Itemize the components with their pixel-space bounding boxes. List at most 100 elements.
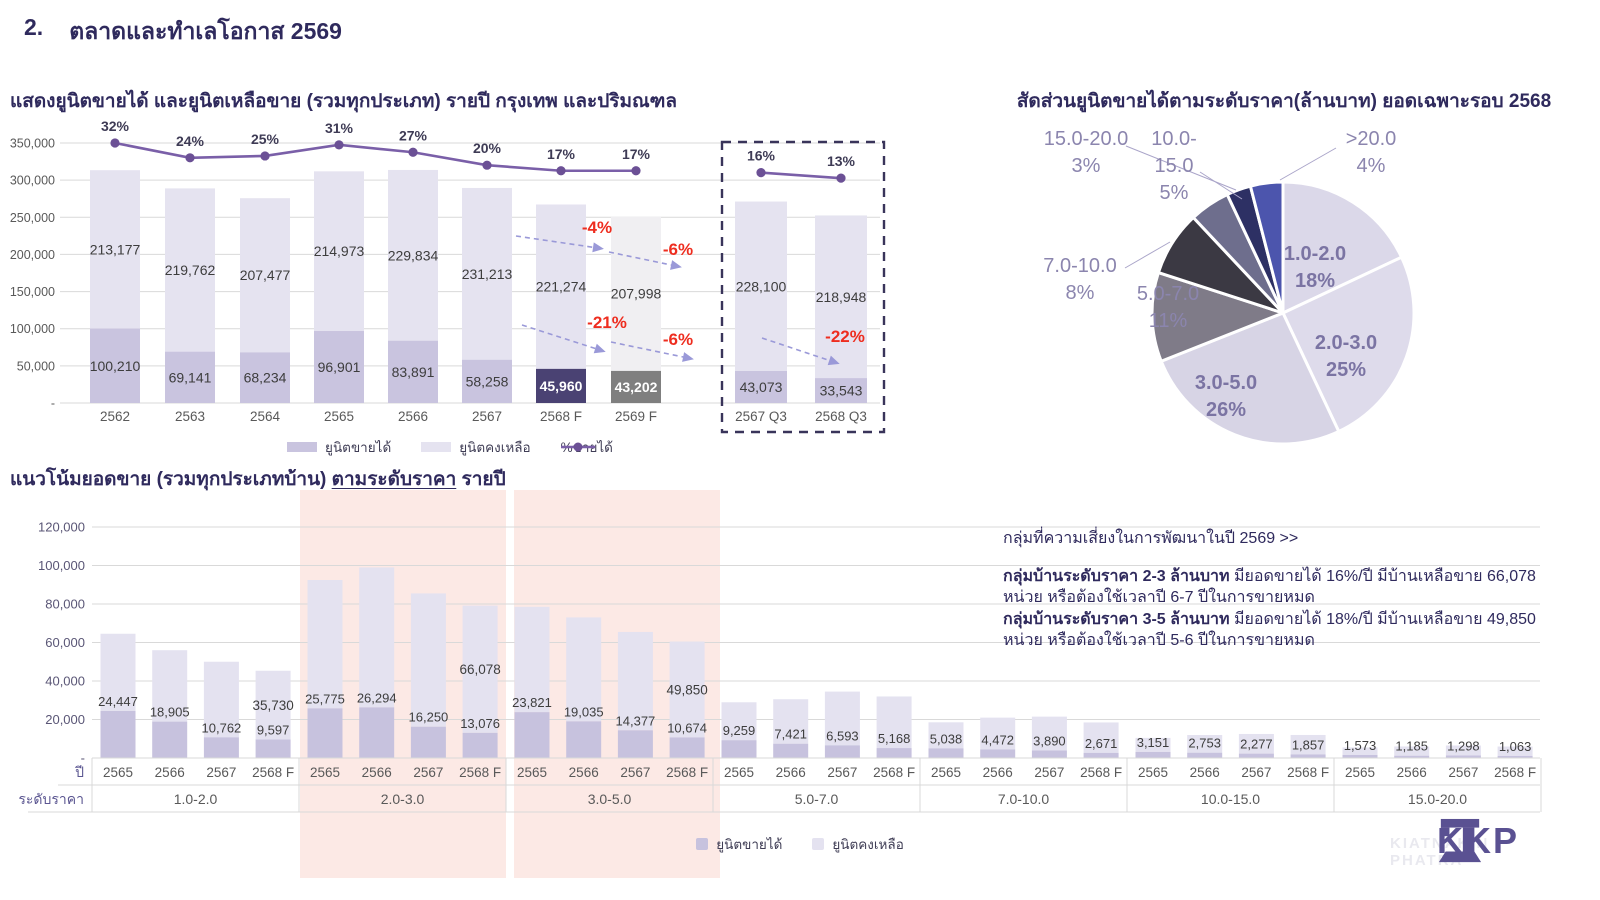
- x-tick-label: 2567 Q3: [735, 409, 787, 424]
- x-tick-year: 2566: [569, 765, 599, 780]
- x-tick-year: 2568 F: [459, 765, 501, 780]
- row-header-year: ปี: [75, 764, 84, 780]
- x-tick-year: 2567: [413, 765, 443, 780]
- bar-remaining-1.0-2.0-2567: [203, 661, 239, 738]
- leader-line: [1279, 147, 1337, 181]
- top-chart-title: แสดงยูนิตขายได้ และยูนิตเหลือขาย (รวมทุก…: [10, 91, 678, 112]
- x-tick-year: 2566: [155, 765, 185, 780]
- bar-sold-5.0-7.0-2565: [721, 740, 757, 758]
- top-chart-legend: ยูนิตขายได้ ยูนิตคงเหลือ %ขายได้: [60, 436, 840, 458]
- value-label-sold: 68,234: [244, 370, 287, 386]
- percent-label: 20%: [473, 140, 502, 156]
- change-annotation: -6%: [663, 330, 693, 349]
- x-tick-year: 2567: [827, 765, 857, 780]
- bar-sold-7.0-10.0-2567: [1031, 750, 1067, 758]
- bar-remaining-10.0-15.0-2568 F: [1290, 734, 1326, 755]
- x-tick-year: 2567: [1448, 765, 1478, 780]
- percent-marker: [110, 138, 120, 148]
- bar-remaining-10.0-15.0-2566: [1187, 734, 1223, 753]
- risk-note-3-5: กลุ่มบ้านระดับราคา 3-5 ล้านบาท มียอดขายไ…: [1003, 609, 1551, 652]
- y-tick-label: 80,000: [45, 597, 85, 612]
- value-label-sold: 2,277: [1240, 737, 1273, 752]
- x-tick-year: 2568 F: [666, 765, 708, 780]
- arrowhead-icon: [593, 343, 606, 354]
- percent-line-icon: [560, 442, 595, 452]
- pie-callout-label: 15.0-20.0: [1044, 128, 1129, 150]
- bar-remaining-15.0-20.0-2567: [1445, 745, 1481, 756]
- value-label-remaining: 207,477: [240, 267, 291, 283]
- legend-label-remaining: ยูนิตคงเหลือ: [459, 440, 531, 455]
- pie-chart-svg: 1.0-2.0 18% 2.0-3.0 25% 3.0-5.0 26% 15.0-20.0 3…: [1043, 128, 1416, 446]
- value-label-remaining: 219,762: [165, 262, 216, 278]
- x-tick-year: 2567: [620, 765, 650, 780]
- value-label-sold: 100,210: [90, 358, 141, 374]
- value-label-sold: 2,671: [1085, 736, 1118, 751]
- bar-sold-5.0-7.0-2568 F: [876, 748, 912, 758]
- top-chart-svg: - 50,000 100,000 150,000 200,000 250,000 300,0…: [10, 118, 886, 434]
- value-label-sold: 19,035: [564, 704, 604, 719]
- value-label-sold: 1,857: [1292, 737, 1325, 752]
- value-label-sold: 18,905: [150, 705, 190, 720]
- value-label-sold: 96,901: [318, 359, 361, 375]
- percent-label: 24%: [176, 133, 205, 149]
- value-label-sold: 5,168: [878, 731, 911, 746]
- percent-line: [114, 141, 636, 173]
- x-tick-price-group: 3.0-5.0: [588, 791, 632, 807]
- bar-sold-5.0-7.0-2567: [824, 745, 860, 758]
- x-tick-year: 2568 F: [1080, 765, 1122, 780]
- x-tick-label: 2564: [250, 409, 281, 424]
- value-label-sold: 24,447: [98, 694, 138, 709]
- x-tick-price-group: 15.0-20.0: [1408, 791, 1467, 807]
- value-label-remaining: 229,834: [388, 247, 439, 263]
- x-tick-year: 2567: [206, 765, 236, 780]
- bar-remaining-2564: [240, 198, 290, 353]
- bar-sold-10.0-15.0-2565: [1135, 751, 1171, 758]
- bar-sold-15.0-20.0-2568 F: [1497, 755, 1533, 758]
- value-label-sold: 33,543: [820, 383, 863, 399]
- bottom-title-post: รายปี: [456, 469, 506, 490]
- value-label-sold: 2,753: [1188, 736, 1221, 751]
- x-tick-year: 2568 F: [1494, 765, 1536, 780]
- value-label-sold: 16,250: [409, 710, 449, 725]
- change-annotation: -4%: [582, 218, 612, 237]
- bar-remaining-2568 Q3: [815, 215, 867, 379]
- percent-label: 16%: [747, 148, 776, 164]
- bottom-chart-title: แนวโน้มยอดขาย (รวมทุกประเภทบ้าน) ตามระดั…: [10, 464, 810, 494]
- bar-remaining-2.0-3.0-2566: [359, 567, 395, 708]
- leader-line: [1125, 145, 1237, 191]
- bar-remaining-5.0-7.0-2565: [721, 702, 757, 741]
- value-label-sold: 7,421: [774, 727, 807, 742]
- sold-swatch-icon: [696, 838, 709, 850]
- percent-label: 27%: [399, 127, 428, 143]
- pie-inside-label: 1.0-2.0: [1284, 243, 1346, 265]
- x-tick-label: 2568 Q3: [815, 409, 867, 424]
- pie-callout-label: 11%: [1149, 310, 1188, 332]
- percent-label: 17%: [547, 146, 576, 162]
- y-tick-label: 40,000: [45, 674, 85, 689]
- value-label-remaining: 218,948: [816, 289, 867, 305]
- annotation-arrow: [521, 324, 601, 351]
- y-tick-label: 120,000: [38, 520, 85, 535]
- x-tick-year: 2568 F: [873, 765, 915, 780]
- bar-remaining-2569 F: [611, 216, 661, 371]
- risk-notes: กลุ่มที่ความเสี่ยงในการพัฒนาในปี 2569 >>…: [1003, 528, 1551, 652]
- x-tick-label: 2569 F: [615, 409, 657, 424]
- arrowhead-icon: [682, 352, 694, 362]
- bar-sold-10.0-15.0-2567: [1238, 753, 1274, 758]
- legend-item-remaining: ยูนิตคงเหลือ: [421, 436, 531, 458]
- bar-sold-2567: [462, 359, 512, 403]
- value-label-sold: 13,076: [460, 716, 500, 731]
- bar-sold-2563: [165, 351, 215, 403]
- x-tick-price-group: 2.0-3.0: [381, 791, 425, 807]
- bar-sold-3.0-5.0-2565: [514, 712, 550, 758]
- value-label-remaining: 228,100: [736, 278, 787, 294]
- y-tick-label: 100,000: [38, 558, 85, 573]
- risk-notes-headline: กลุ่มที่ความเสี่ยงในการพัฒนาในปี 2569 >>: [1003, 530, 1299, 547]
- value-label-sold: 83,891: [392, 364, 435, 380]
- x-tick-price-group: 7.0-10.0: [998, 791, 1050, 807]
- remaining-swatch-icon: [812, 838, 825, 850]
- y-tick-label: -: [81, 751, 85, 766]
- bar-remaining-2566: [388, 169, 438, 341]
- arrowhead-icon: [592, 242, 604, 253]
- y-tick-label: 350,000: [10, 137, 55, 151]
